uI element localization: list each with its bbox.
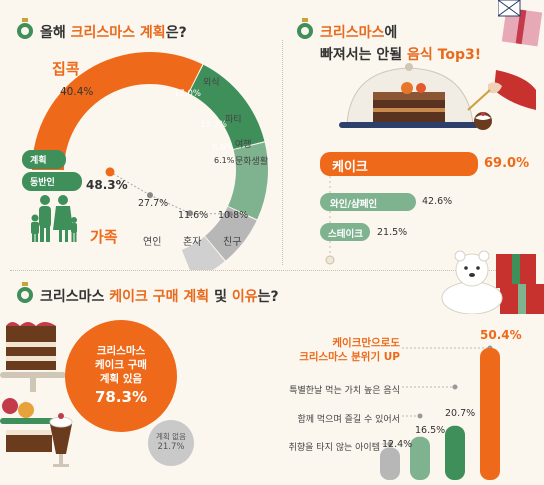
food-bar-3-value: 21.5% — [377, 227, 408, 238]
food-bar-1-value: 69.0% — [484, 156, 530, 171]
section1-title: 올해 크리스마스 계획은? — [40, 25, 187, 41]
reason-1-line1: 케이크만으로도 — [332, 337, 400, 349]
reason-1-value: 50.4% — [480, 328, 522, 342]
arc-party-value: 13.3% — [200, 120, 228, 130]
arc-slice-3 — [228, 142, 268, 220]
food-bar-3-label: 스테이크 — [328, 229, 363, 240]
plan-no-value: 21.7% — [157, 442, 185, 452]
reason-leader-dot — [387, 441, 393, 447]
companion-line-seg — [149, 194, 191, 214]
gift-box-icon — [498, 0, 543, 47]
reason-1-label: 케이크만으로도 크리스마스 분위기 UP — [270, 336, 400, 364]
arc-main-value: 40.4% — [60, 86, 94, 98]
food-bar-2 — [320, 193, 416, 211]
fork-hand-icon — [467, 70, 536, 111]
food-bar-2-value: 42.6% — [422, 196, 453, 207]
companion-point-2 — [147, 192, 153, 199]
arc-out-value: 17.0% — [174, 89, 202, 99]
cake-stand-icon — [0, 322, 66, 452]
arc-culture-value: 6.1% — [214, 156, 235, 165]
reason-bar-2 — [445, 425, 465, 480]
companion-line-seg — [189, 212, 231, 215]
divider-vertical — [282, 40, 283, 265]
arc-slice-4 — [205, 206, 257, 261]
plan-yes-line3: 계획 있음 — [99, 373, 143, 385]
companion-point-1 — [105, 167, 115, 177]
food-bar-1 — [320, 152, 478, 176]
reason-2-label: 특별한날 먹는 가치 높은 음식 — [289, 386, 400, 396]
food-bar-2-label: 와인/샴페인 — [330, 199, 378, 210]
reason-3-value: 16.5% — [415, 425, 446, 436]
companion-label-2: 혼자 — [183, 237, 202, 248]
companion-value-2: 11.6% — [178, 210, 209, 221]
plan-no-circle — [148, 420, 194, 466]
reason-bar-3 — [410, 436, 430, 480]
arc-slice-2 — [188, 64, 265, 150]
arc-trip-label: 여행 — [235, 140, 252, 150]
ornament-icon — [17, 18, 33, 39]
reason-leader-dot — [417, 413, 423, 419]
arc-out-label: 외식 — [203, 78, 220, 88]
cake-cloche-icon — [339, 63, 479, 128]
companion-value-3: 10.8% — [218, 210, 249, 221]
reason-1-line2: 크리스마스 분위기 UP — [299, 351, 400, 363]
arc-party-label: 파티 — [225, 115, 242, 125]
reason-leader-dot — [452, 384, 458, 390]
pudding-icon — [474, 112, 492, 130]
section3-title: 크리스마스 케이크 구매 계획 및 이유는? — [40, 289, 279, 305]
ornament-icon — [17, 282, 33, 303]
companion-main-value: 48.3% — [86, 178, 128, 192]
companion-point-4 — [227, 211, 233, 218]
arc-slice-1 — [32, 51, 203, 170]
companion-value-1: 27.7% — [138, 198, 169, 209]
snow-dots-icon — [325, 176, 335, 265]
arc-main-label: 집콕 — [52, 60, 80, 78]
plan-yes-value: 78.3% — [94, 388, 148, 406]
arc-slice-5 — [181, 236, 225, 270]
section2-title-line2: 빠져서는 안될 음식 Top3! — [320, 47, 482, 63]
plan-no-label: 계획 없음 — [156, 432, 186, 441]
companion-main-label: 가족 — [90, 228, 118, 246]
divider-horizontal — [10, 270, 534, 271]
ornament-icon — [297, 18, 313, 39]
family-icon — [31, 195, 77, 242]
reason-bar-4 — [380, 447, 400, 480]
reason-bar-1 — [480, 348, 500, 480]
reason-3-label: 함께 먹으며 즐길 수 있어서 — [297, 415, 400, 425]
plan-yes-line1: 크리스마스 — [96, 345, 146, 357]
polar-bear-icon — [441, 250, 544, 314]
food-bar-1-label: 케이크 — [332, 160, 368, 175]
food-bar-3 — [320, 223, 370, 241]
companion-point-3 — [187, 210, 193, 217]
arc-culture-label: 문화생활 — [235, 157, 269, 167]
plan-yes-text: 크리스마스 케이크 구매 계획 있음 78.3% — [65, 344, 177, 406]
section2-title-line1: 크리스마스에 — [320, 25, 398, 41]
plan-yes-circle — [65, 320, 177, 432]
plan-arc-chart — [32, 51, 268, 270]
plan-no-text: 계획 없음 21.7% — [148, 432, 194, 452]
companion-label-3: 친구 — [223, 237, 242, 248]
reason-4-label: 취향을 타지 않는 아이템 — [288, 443, 380, 453]
pill-companion: 동반인 — [22, 172, 82, 191]
arc-trip-value: 8.6% — [212, 143, 234, 153]
reason-2-value: 20.7% — [445, 408, 476, 419]
parfait-icon — [49, 413, 73, 467]
reason-4-value: 12.4% — [382, 439, 413, 450]
pill-plan: 계획 — [22, 150, 66, 169]
companion-label-1: 연인 — [143, 237, 162, 248]
plan-yes-line2: 케이크 구매 — [95, 359, 147, 371]
